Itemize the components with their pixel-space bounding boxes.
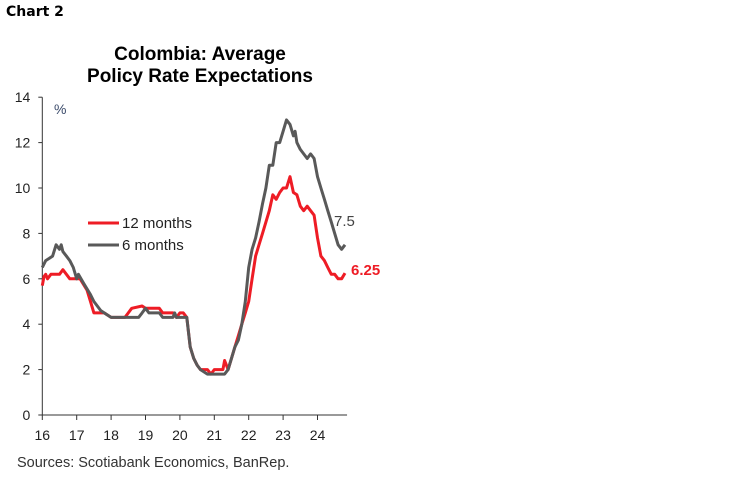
y-tick-label: 0 xyxy=(23,407,31,423)
chart-label: Chart 2 xyxy=(6,4,64,20)
x-tick-label: 21 xyxy=(207,427,223,443)
x-tick-label: 24 xyxy=(310,427,326,443)
y-axis-unit: % xyxy=(54,101,66,117)
source-note: Sources: Scotiabank Economics, BanRep. xyxy=(17,455,290,471)
end-label-6-months: 7.5 xyxy=(334,213,355,230)
x-tick-label: 16 xyxy=(35,427,51,443)
legend-label: 12 months xyxy=(122,215,192,232)
x-tick-label: 22 xyxy=(241,427,257,443)
y-tick-label: 6 xyxy=(23,271,31,287)
y-tick-label: 14 xyxy=(15,89,31,105)
series-line-6-months xyxy=(40,118,347,376)
series-line-12-months xyxy=(40,175,347,376)
y-tick-label: 2 xyxy=(23,362,31,378)
y-tick-label: 10 xyxy=(15,180,31,196)
y-tick-label: 12 xyxy=(15,135,31,151)
x-tick-label: 23 xyxy=(275,427,291,443)
x-tick-label: 17 xyxy=(69,427,85,443)
y-tick-label: 8 xyxy=(23,225,31,241)
legend-label: 6 months xyxy=(122,237,184,254)
chart-title-line-1: Colombia: Average xyxy=(114,44,286,65)
x-tick-label: 19 xyxy=(138,427,154,443)
end-label-12-months: 6.25 xyxy=(351,262,380,279)
y-tick-label: 4 xyxy=(23,316,31,332)
x-tick-label: 18 xyxy=(103,427,119,443)
chart-title-line-2: Policy Rate Expectations xyxy=(87,66,313,87)
x-tick-label: 20 xyxy=(172,427,188,443)
